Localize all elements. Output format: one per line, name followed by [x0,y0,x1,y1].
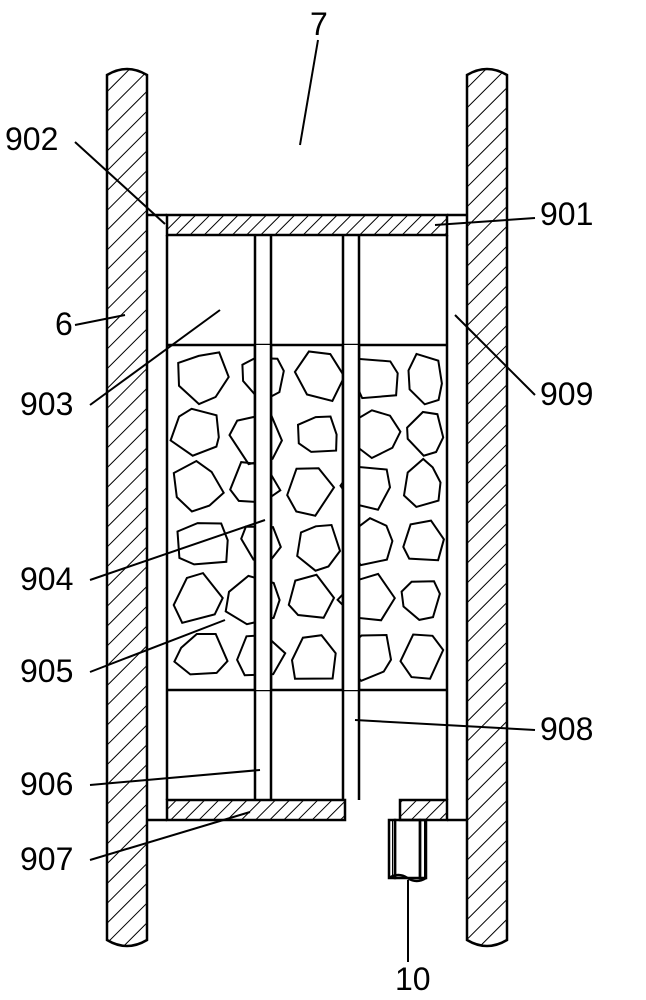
left-wall [107,69,147,946]
label-7: 7 [310,6,328,42]
diagram-svg: 7 902 901 6 903 909 904 905 908 906 907 10 [0,0,646,1000]
label-905: 905 [20,653,73,689]
top-plate [167,215,447,235]
label-904: 904 [20,561,73,597]
bottom-plate-right [400,800,447,820]
drain-pipe [395,820,420,878]
label-6: 6 [55,306,73,342]
label-907: 907 [20,841,73,877]
leader-7 [300,40,318,145]
label-908: 908 [540,711,593,747]
right-wall [467,69,507,946]
label-901: 901 [540,196,593,232]
bottom-plate-left [167,800,345,820]
label-10: 10 [395,961,431,997]
label-906: 906 [20,766,73,802]
label-909: 909 [540,376,593,412]
label-903: 903 [20,386,73,422]
label-902: 902 [5,121,58,157]
packed-media [171,352,444,681]
